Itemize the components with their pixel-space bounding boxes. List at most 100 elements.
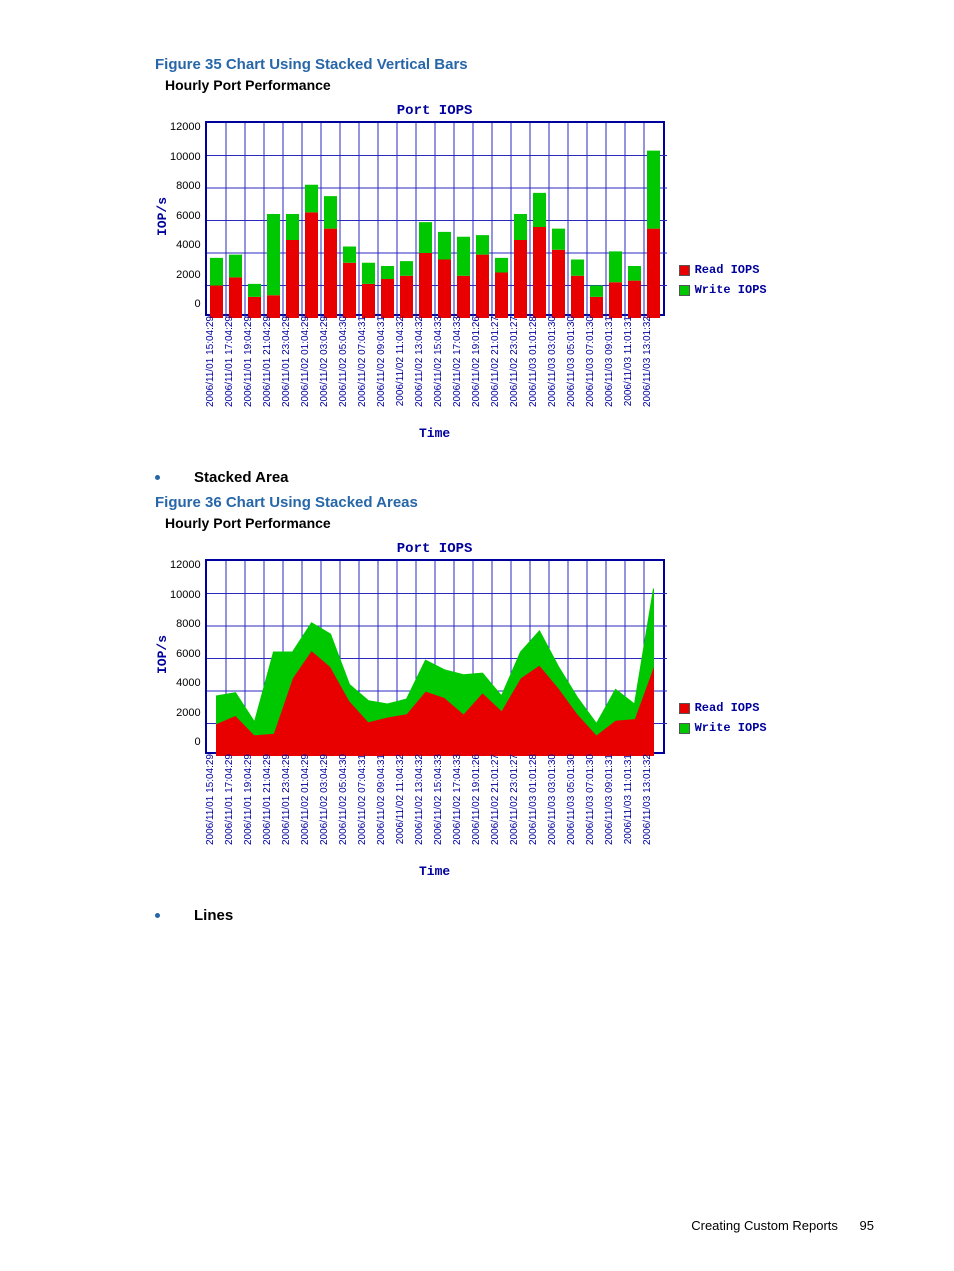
x-tick: 2006/11/03 07:01:30 [585,316,604,407]
x-tick: 2006/11/02 01:04:29 [300,754,319,845]
x-tick: 2006/11/02 21:01:27 [490,754,509,845]
x-tick: 2006/11/03 05:01:30 [566,316,585,407]
y-tick: 10000 [170,151,201,163]
bullet-icon [155,913,160,918]
x-axis-label-2: Time [419,864,450,879]
legend-swatch [679,265,690,276]
x-tick: 2006/11/03 03:01:30 [547,316,566,407]
x-tick: 2006/11/01 21:04:29 [262,316,281,407]
x-axis-label: Time [419,426,450,441]
x-tick: 2006/11/02 05:04:30 [338,316,357,407]
x-tick: 2006/11/02 21:01:27 [490,316,509,407]
x-tick: 2006/11/02 19:01:26 [471,316,490,407]
x-tick: 2006/11/01 15:04:29 [205,754,224,845]
x-tick: 2006/11/02 15:04:33 [433,754,452,845]
x-tick: 2006/11/02 09:04:31 [376,754,395,845]
bullet-label: Lines [194,907,233,924]
y-tick: 12000 [170,559,201,571]
x-tick: 2006/11/02 13:04:32 [414,754,433,845]
x-tick: 2006/11/03 07:01:30 [585,754,604,845]
stacked-bar-plot [205,121,665,316]
x-tick: 2006/11/02 05:04:30 [338,754,357,845]
y-tick: 4000 [176,677,200,689]
x-tick: 2006/11/03 05:01:30 [566,754,585,845]
y-tick: 10000 [170,589,201,601]
stacked-area-plot [205,559,665,754]
legend-item: Write IOPS [679,283,767,297]
y-tick: 0 [194,736,200,748]
x-tick: 2006/11/03 09:01:31 [604,316,623,407]
x-tick: 2006/11/02 23:01:27 [509,754,528,845]
x-tick: 2006/11/02 09:04:31 [376,316,395,407]
x-tick: 2006/11/01 17:04:29 [224,754,243,845]
x-tick: 2006/11/02 07:04:31 [357,754,376,845]
y-axis-ticks-2: 12000 10000 8000 6000 4000 2000 0 [170,541,201,748]
x-tick: 2006/11/01 15:04:29 [205,316,224,407]
y-axis-label-2: IOP/s [155,635,170,674]
x-tick: 2006/11/02 17:04:33 [452,316,471,407]
figure-35-chart: IOP/s 120001000080006000400020000 Port I… [155,103,874,441]
legend-swatch [679,703,690,714]
legend-swatch [679,285,690,296]
legend-item: Write IOPS [679,721,767,735]
chart-title: Port IOPS [397,103,473,119]
y-tick: 6000 [176,210,200,222]
x-tick: 2006/11/03 13:01:32 [642,754,661,845]
y-axis-ticks: 120001000080006000400020000 [170,103,201,310]
figure-35-subtitle: Hourly Port Performance [165,77,874,93]
legend-item: Read IOPS [679,701,767,715]
x-tick: 2006/11/03 11:01:31 [623,754,642,844]
y-tick: 0 [194,298,200,310]
y-tick: 8000 [176,180,200,192]
legend-item: Read IOPS [679,263,767,277]
figure-36-caption: Figure 36 Chart Using Stacked Areas [155,494,874,511]
x-tick: 2006/11/02 15:04:33 [433,316,452,407]
chart-title-2: Port IOPS [397,541,473,557]
x-tick: 2006/11/02 07:04:31 [357,316,376,407]
x-tick: 2006/11/01 17:04:29 [224,316,243,407]
legend-label: Read IOPS [695,701,760,715]
footer-page-number: 95 [860,1218,874,1233]
x-axis-ticks-2: 2006/11/01 15:04:292006/11/01 17:04:2920… [205,754,665,864]
x-tick: 2006/11/03 11:01:31 [623,316,642,406]
x-tick: 2006/11/01 21:04:29 [262,754,281,845]
bullet-icon [155,475,160,480]
x-tick: 2006/11/02 03:04:29 [319,316,338,407]
y-tick: 8000 [176,618,200,630]
x-axis-ticks: 2006/11/01 15:04:292006/11/01 17:04:2920… [205,316,665,426]
figure-35-caption: Figure 35 Chart Using Stacked Vertical B… [155,56,874,73]
figure-36-chart: IOP/s 12000 10000 8000 6000 4000 2000 0 Port I… [155,541,874,879]
legend-label: Write IOPS [695,283,767,297]
bullet-lines: Lines [155,907,874,924]
bullet-stacked-area: Stacked Area [155,469,874,486]
page-footer: Creating Custom Reports 95 [691,1218,874,1233]
x-tick: 2006/11/03 09:01:31 [604,754,623,845]
x-tick: 2006/11/02 11:04:32 [395,754,414,844]
legend-swatch [679,723,690,734]
x-tick: 2006/11/02 13:04:32 [414,316,433,407]
bullet-label: Stacked Area [194,469,289,486]
chart-legend-2: Read IOPS Write IOPS [679,701,767,735]
x-tick: 2006/11/01 19:04:29 [243,316,262,407]
y-tick: 12000 [170,121,201,133]
x-tick: 2006/11/01 19:04:29 [243,754,262,845]
x-tick: 2006/11/03 13:01:32 [642,316,661,407]
x-tick: 2006/11/02 23:01:27 [509,316,528,407]
x-tick: 2006/11/02 11:04:32 [395,316,414,406]
chart-legend: Read IOPS Write IOPS [679,263,767,297]
legend-label: Read IOPS [695,263,760,277]
x-tick: 2006/11/02 17:04:33 [452,754,471,845]
y-tick: 6000 [176,648,200,660]
footer-section: Creating Custom Reports [691,1218,838,1233]
x-tick: 2006/11/03 03:01:30 [547,754,566,845]
x-tick: 2006/11/01 23:04:29 [281,316,300,407]
x-tick: 2006/11/02 03:04:29 [319,754,338,845]
y-tick: 2000 [176,707,200,719]
figure-36-subtitle: Hourly Port Performance [165,515,874,531]
y-tick: 4000 [176,239,200,251]
y-axis-label: IOP/s [155,197,170,236]
x-tick: 2006/11/02 01:04:29 [300,316,319,407]
legend-label: Write IOPS [695,721,767,735]
x-tick: 2006/11/03 01:01:28 [528,316,547,407]
x-tick: 2006/11/02 19:01:26 [471,754,490,845]
